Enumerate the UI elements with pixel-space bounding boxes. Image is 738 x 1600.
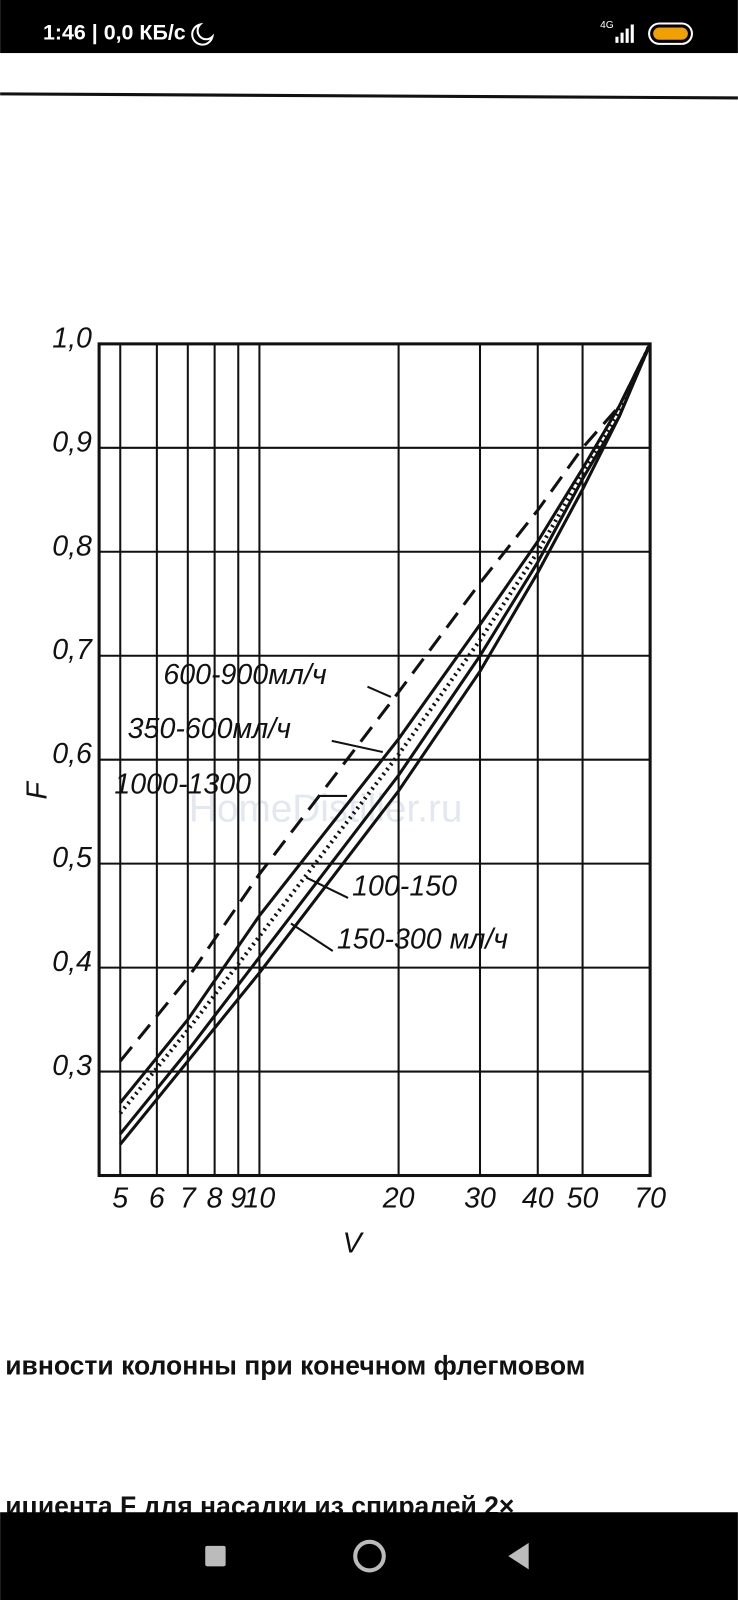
network-type: 4G: [600, 20, 614, 31]
signal-icon: [615, 24, 634, 43]
moon-icon: [191, 22, 215, 46]
recents-button[interactable]: [205, 1545, 226, 1567]
series-line: [118, 343, 652, 1115]
leader-line: [290, 922, 334, 952]
plot-frame: [97, 342, 652, 1178]
series-line: [119, 343, 652, 1146]
x-tick-label: 50: [567, 1183, 599, 1215]
y-tick-label: 0,9: [52, 426, 92, 458]
y-axis-label: F: [21, 781, 53, 800]
leader-line: [305, 876, 349, 899]
y-tick-label: 0,8: [52, 530, 92, 562]
y-tick-label: 0,3: [52, 1050, 92, 1082]
y-tick-label: 0,5: [52, 842, 92, 874]
x-axis-label: V: [343, 1227, 365, 1259]
back-button[interactable]: [508, 1542, 529, 1570]
status-bar: [0, 0, 738, 54]
home-button[interactable]: [353, 1539, 386, 1573]
y-tick-label: 0,7: [52, 634, 93, 666]
x-tick-label: 10: [244, 1183, 276, 1215]
y-tick-label: 1,0: [52, 322, 92, 354]
document-line: ивности колонны при конечном флегмовом: [5, 1350, 585, 1380]
series-line: [119, 343, 652, 1104]
x-tick-label: 70: [634, 1183, 666, 1215]
series-label: 150-300 мл/ч: [337, 923, 508, 955]
series-label: 600-900мл/ч: [163, 659, 326, 691]
nav-bar: [0, 1512, 738, 1600]
series-line: [119, 343, 652, 1135]
series-label: 1000-1300: [114, 768, 251, 800]
x-tick-label: 40: [522, 1183, 554, 1215]
y-tick-label: 0,6: [52, 738, 92, 770]
x-tick-label: 20: [382, 1183, 415, 1215]
chart: HomeDistiller.ru 0,3 0,4 0,5 0,6 0,7 0,8 0,9 1,0…: [21, 322, 666, 1259]
y-tick-label: 0,4: [52, 946, 92, 978]
x-tick-label: 5: [112, 1183, 128, 1215]
x-tick-label: 30: [464, 1183, 496, 1215]
battery-level: [653, 27, 688, 40]
watermark: HomeDistiller.ru: [189, 787, 463, 830]
series-label: 100-150: [352, 870, 457, 902]
leader-line: [331, 739, 383, 754]
series-line: [119, 343, 652, 1063]
x-tick-label: 9: [230, 1183, 246, 1215]
series-label: 350-600мл/ч: [128, 713, 291, 745]
x-tick-label: 7: [180, 1183, 197, 1215]
page-rule: [0, 92, 738, 100]
x-tick-label: 6: [149, 1183, 165, 1215]
status-time: 1:46 | 0,0 КБ/с: [43, 20, 186, 44]
leader-line: [367, 685, 392, 698]
battery-icon: [648, 22, 693, 45]
x-tick-label: 8: [207, 1183, 223, 1215]
